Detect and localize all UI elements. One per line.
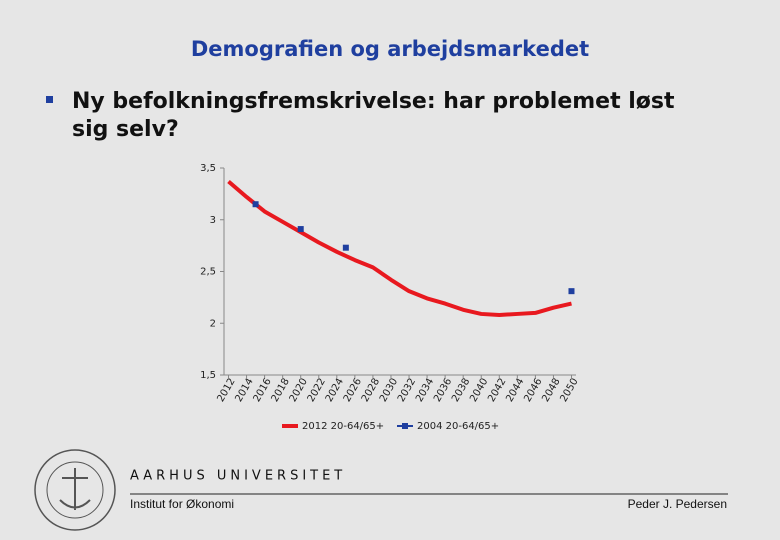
bullet-marker bbox=[46, 96, 53, 103]
series-marker bbox=[342, 244, 349, 251]
institute: Institut for Økonomi bbox=[130, 497, 234, 511]
y-tick-label: 3,5 bbox=[200, 163, 216, 174]
seal-anchor bbox=[59, 468, 91, 510]
y-tick-label: 1,5 bbox=[200, 370, 216, 381]
seal-inner bbox=[46, 461, 104, 519]
legend-marker bbox=[402, 423, 408, 429]
series-marker bbox=[297, 226, 304, 233]
legend-label: 2004 20-64/65+ bbox=[417, 421, 499, 432]
university-name: AARHUS UNIVERSITET bbox=[130, 469, 346, 484]
bullet-text: Ny befolkningsfremskrivelse: har problem… bbox=[72, 89, 675, 142]
author: Peder J. Pedersen bbox=[628, 497, 727, 511]
seal-outer bbox=[34, 449, 116, 531]
y-tick-label: 2,5 bbox=[200, 267, 216, 278]
slide-title: Demografien og arbejdsmarkedet bbox=[191, 37, 589, 61]
logo bbox=[34, 449, 116, 531]
series-marker bbox=[568, 288, 575, 295]
y-tick-label: 3 bbox=[210, 215, 216, 226]
y-tick-label: 2 bbox=[210, 318, 216, 329]
series-marker bbox=[252, 201, 259, 208]
legend-label: 2012 20-64/65+ bbox=[302, 421, 384, 432]
series-line bbox=[227, 179, 572, 317]
